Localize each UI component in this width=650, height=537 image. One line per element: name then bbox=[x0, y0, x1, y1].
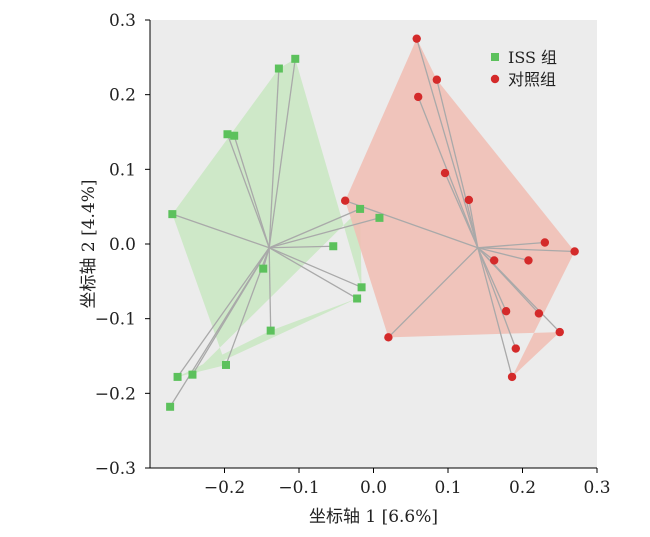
control-spider-line bbox=[444, 172, 479, 248]
control-spider-line bbox=[387, 247, 479, 338]
y-tick-label: −0.1 bbox=[95, 310, 136, 330]
iss-hull bbox=[172, 58, 362, 377]
iss-point bbox=[291, 54, 300, 63]
control-spider-line bbox=[416, 38, 479, 248]
control-point bbox=[540, 238, 550, 247]
iss-spider-line bbox=[169, 247, 270, 408]
iss-point bbox=[353, 294, 362, 303]
iss-point bbox=[223, 130, 232, 139]
iss-point bbox=[230, 131, 239, 140]
control-point bbox=[384, 333, 393, 342]
control-point bbox=[511, 344, 520, 353]
x-tick-label: −0.1 bbox=[278, 478, 319, 498]
iss-point bbox=[166, 402, 175, 411]
iss-point bbox=[274, 64, 283, 73]
control-spider-line bbox=[477, 247, 529, 262]
y-tick-label: −0.3 bbox=[95, 459, 136, 479]
control-spider-line bbox=[436, 79, 479, 248]
control-point bbox=[507, 372, 517, 382]
control-point bbox=[570, 247, 579, 256]
axis-layer: −0.2 −0.1 0.0 0.1 0.2 0.3 −0.3 −0.2 −0.1 0.0 0.1 0.… bbox=[95, 11, 611, 498]
control-point bbox=[432, 75, 442, 84]
y-tick-label: 0.3 bbox=[109, 11, 136, 31]
iss-point bbox=[375, 213, 384, 222]
control-point bbox=[555, 327, 564, 337]
legend-square-icon bbox=[491, 53, 499, 61]
control-point bbox=[501, 307, 511, 316]
y-tick-label: 0.2 bbox=[109, 86, 136, 106]
iss-point bbox=[266, 326, 275, 335]
iss-spider-line bbox=[268, 247, 358, 300]
iss-spider-line bbox=[226, 134, 270, 248]
iss-spider-line bbox=[268, 58, 296, 248]
iss-spider-line bbox=[177, 247, 270, 378]
iss-point bbox=[188, 370, 197, 379]
iss-spider-line bbox=[172, 213, 270, 249]
control-spider-line bbox=[477, 247, 517, 349]
iss-spider-line bbox=[268, 247, 362, 288]
y-axis-title: 坐标轴 2 [4.4%] bbox=[79, 179, 99, 308]
iss-point bbox=[259, 264, 268, 273]
control-spider-line bbox=[477, 247, 513, 378]
iss-point bbox=[329, 242, 338, 251]
control-point bbox=[524, 256, 533, 265]
x-tick-label: −0.2 bbox=[204, 478, 245, 498]
control-point bbox=[489, 256, 499, 265]
iss-spider-line bbox=[269, 245, 334, 249]
point-layer bbox=[166, 34, 579, 411]
y-tick-label: 0.0 bbox=[109, 235, 136, 255]
control-point bbox=[464, 195, 474, 205]
y-tick-label: −0.2 bbox=[95, 384, 136, 404]
iss-spider-line bbox=[268, 208, 361, 249]
control-point bbox=[412, 34, 421, 43]
iss-point bbox=[357, 283, 366, 292]
x-tick-label: 0.1 bbox=[434, 478, 461, 498]
iss-point bbox=[221, 360, 230, 369]
legend-label: 对照组 bbox=[508, 70, 556, 89]
control-point bbox=[440, 168, 450, 178]
control-spider-line bbox=[477, 247, 575, 253]
control-point bbox=[534, 309, 544, 318]
control-point bbox=[340, 196, 350, 205]
y-tick-label: 0.1 bbox=[109, 160, 136, 180]
x-tick-label: 0.3 bbox=[583, 478, 610, 498]
legend-label: ISS 组 bbox=[508, 48, 557, 67]
iss-spider-line bbox=[233, 135, 270, 248]
legend-circle-icon bbox=[490, 74, 500, 84]
control-spider-line bbox=[344, 200, 479, 249]
iss-spider-line bbox=[269, 217, 380, 249]
iss-spider-line bbox=[268, 68, 280, 248]
iss-point bbox=[168, 210, 177, 219]
control-spider-line bbox=[477, 247, 507, 312]
control-point bbox=[414, 92, 423, 102]
iss-point bbox=[173, 372, 182, 381]
x-axis-title: 坐标轴 1 [6.6%] bbox=[309, 507, 438, 527]
x-tick-label: 0.2 bbox=[509, 478, 536, 498]
x-tick-label: 0.0 bbox=[360, 478, 387, 498]
control-spider-line bbox=[477, 241, 545, 249]
iss-point bbox=[356, 204, 365, 213]
iss-spider-line bbox=[268, 247, 272, 331]
control-spider-line bbox=[468, 199, 479, 248]
